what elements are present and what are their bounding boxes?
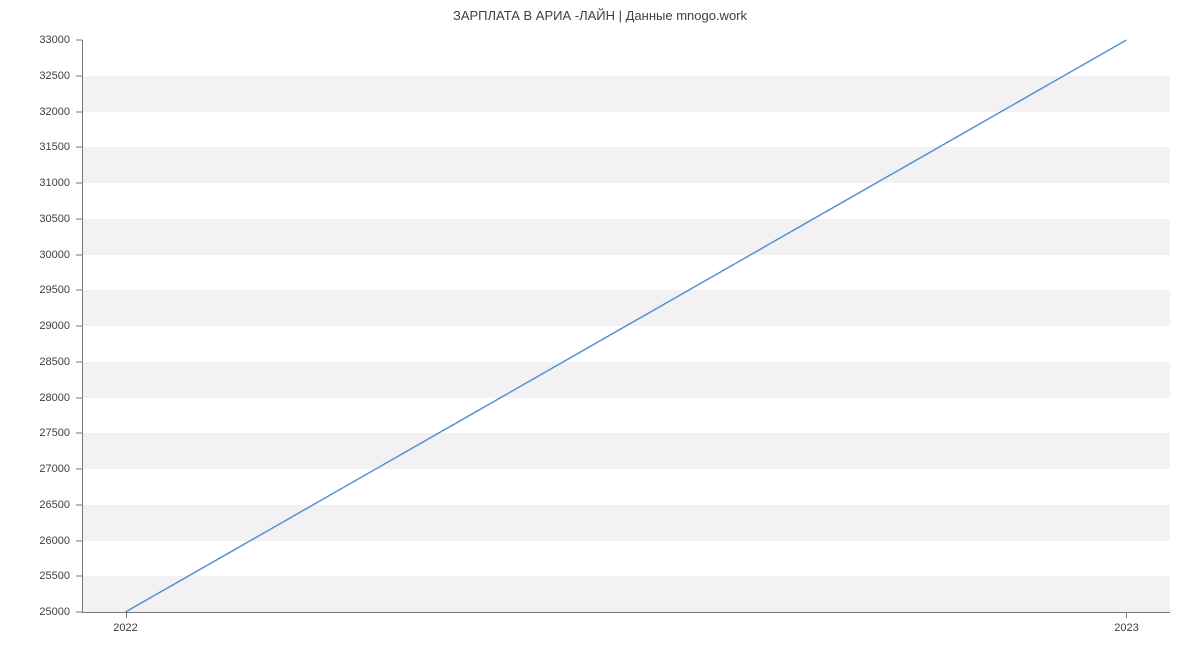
x-axis-line [82,612,1170,613]
ytick-label: 27500 [39,427,82,439]
ytick-label: 31500 [39,141,82,153]
ytick-label: 25500 [39,570,82,582]
xtick-label: 2022 [113,612,137,634]
ytick-label: 26500 [39,499,82,511]
ytick-label: 31000 [39,177,82,189]
ytick-label: 33000 [39,34,82,46]
ytick-label: 32500 [39,70,82,82]
ytick-label: 27000 [39,463,82,475]
ytick-label: 29500 [39,284,82,296]
salary-line [126,40,1127,612]
ytick-label: 30500 [39,213,82,225]
chart-title: ЗАРПЛАТА В АРИА -ЛАЙН | Данные mnogo.wor… [0,8,1200,23]
plot-area: 2500025500260002650027000275002800028500… [82,40,1170,612]
ytick-label: 30000 [39,249,82,261]
ytick-label: 28000 [39,392,82,404]
ytick-label: 32000 [39,106,82,118]
line-series [82,40,1170,612]
ytick-label: 28500 [39,356,82,368]
ytick-label: 26000 [39,535,82,547]
ytick-label: 29000 [39,320,82,332]
ytick-label: 25000 [39,606,82,618]
xtick-label: 2023 [1114,612,1138,634]
salary-chart: ЗАРПЛАТА В АРИА -ЛАЙН | Данные mnogo.wor… [0,0,1200,650]
